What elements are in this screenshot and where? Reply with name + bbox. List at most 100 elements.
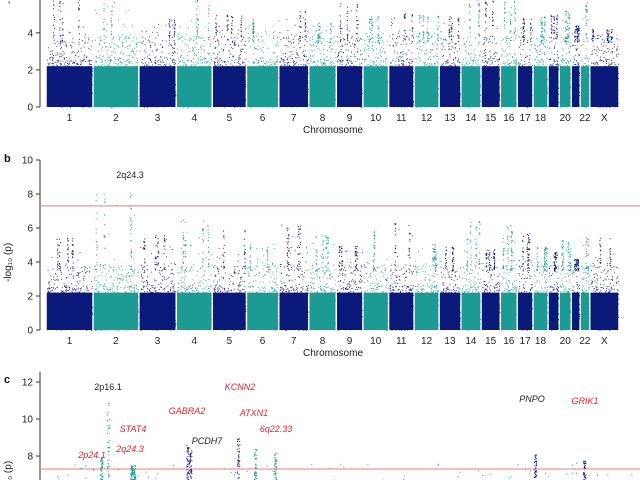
locus-label: PCDH7	[192, 436, 224, 446]
chromosome-points-18	[533, 16, 549, 108]
panel-c: 8 10 12 ₀ (p) 2p16.1 2p24.1 STAT4 2q24.3 GABRA2 P…	[3, 372, 640, 480]
chromosome-points-X	[590, 237, 619, 331]
chromosome-points-8	[309, 235, 337, 331]
chromosome-block-10	[363, 66, 388, 107]
x-tick-label: 12	[421, 113, 433, 124]
chromosome-points-15	[482, 249, 501, 330]
x-tick-label: 15	[485, 113, 497, 124]
x-tick-label: 13	[444, 113, 456, 124]
locus-points-KCNN2	[237, 438, 241, 480]
chromosome-block-18	[533, 292, 548, 330]
chromosome-block-14	[461, 66, 481, 107]
x-tick-label: 3	[155, 113, 161, 124]
chromosome-block-4	[176, 66, 212, 107]
panel-a: 02461234567891011121314151617182022XChro…	[27, 0, 619, 136]
chromosome-points-17	[518, 18, 533, 108]
x-tick-label: 22	[579, 113, 591, 124]
chromosome-points-13	[440, 16, 461, 108]
chromosome-points-3	[139, 19, 177, 108]
chromosome-points-10	[363, 16, 389, 108]
y-tick-label: 8	[27, 190, 33, 201]
locus-label: ATXN1	[239, 408, 268, 418]
x-tick-label: 17	[520, 336, 532, 347]
y-tick-label: 0	[27, 326, 33, 337]
locus-points-GRIK1	[583, 460, 587, 480]
chromosome-block-12	[414, 292, 439, 330]
locus-label: GRIK1	[571, 396, 598, 406]
chromosome-points-7	[279, 11, 309, 108]
y-axis-label: ₀ (p)	[3, 461, 14, 480]
x-tick-label: 4	[191, 113, 197, 124]
chromosome-block-19	[548, 292, 559, 330]
chromosome-points-16	[501, 0, 518, 108]
locus-points-ATXN1	[254, 448, 258, 480]
chromosome-block-12	[414, 66, 439, 107]
locus-points	[100, 402, 587, 480]
x-tick-label: 10	[370, 113, 382, 124]
locus-points-6q22.33	[274, 452, 278, 480]
locus-label: STAT4	[120, 424, 147, 434]
chromosome-block-22	[580, 66, 589, 107]
chromosome-block-15	[481, 292, 500, 330]
y-tick-label: 4	[27, 28, 33, 39]
background-points	[57, 462, 633, 480]
y-tick-label: 8	[27, 452, 33, 463]
x-tick-label: 9	[347, 113, 353, 124]
chromosome-block-19	[548, 66, 559, 107]
x-tick-label: 20	[560, 113, 572, 124]
x-tick-label: 4	[191, 336, 197, 347]
locus-points-2p24.1	[100, 457, 104, 480]
chromosome-points-3	[140, 235, 177, 331]
chromosome-points-17	[518, 233, 533, 331]
x-tick-label: 6	[260, 113, 266, 124]
x-tick-label: 10	[370, 336, 382, 347]
chromosome-points-1	[46, 238, 94, 331]
annotation-label: 2q24.3	[116, 170, 144, 180]
chromosome-block-20	[559, 292, 571, 330]
x-tick-label: X	[601, 113, 608, 124]
chromosome-points-18	[533, 247, 549, 330]
x-tick-label: 14	[465, 113, 477, 124]
chromosome-block-20	[559, 66, 571, 107]
y-axis-label: -log₁₀ (p)	[3, 243, 14, 282]
x-tick-label: 7	[291, 336, 297, 347]
x-tick-label: 22	[579, 336, 591, 347]
y-tick-label: 10	[22, 415, 34, 426]
chromosome-points-20	[560, 10, 572, 108]
panel-label-b: b	[4, 153, 11, 165]
chromosome-points-16	[501, 225, 518, 331]
x-axis-label: Chromosome	[303, 348, 363, 359]
locus-points-GABRA2	[186, 445, 190, 480]
chromosome-points-7	[279, 224, 309, 331]
x-tick-label: 18	[535, 336, 547, 347]
chromosome-block-22	[580, 292, 589, 330]
chromosome-points-11	[389, 13, 415, 108]
chromosome-block-21	[572, 66, 580, 107]
chromosome-block-21	[572, 292, 580, 330]
panel-label-c: c	[4, 374, 10, 386]
locus-label: 6q22.33	[260, 424, 293, 434]
chromosome-block-2	[93, 66, 139, 107]
x-tick-label: 8	[320, 336, 326, 347]
y-tick-label: 12	[22, 378, 34, 389]
x-tick-label: 20	[560, 336, 572, 347]
chromosome-points-21	[572, 258, 581, 331]
x-tick-label: 1	[67, 113, 73, 124]
y-tick-label: 2	[27, 292, 33, 303]
locus-points-2p16.1	[107, 402, 111, 478]
locus-label: 2p16.1	[94, 382, 122, 392]
chromosome-block-9	[337, 66, 363, 107]
x-tick-label: 11	[396, 336, 407, 347]
chromosome-block-11	[389, 292, 414, 330]
chromosome-points-4	[177, 0, 213, 108]
chromosome-block-5	[213, 292, 246, 330]
x-tick-label: 11	[396, 113, 407, 124]
x-tick-label: 15	[485, 336, 497, 347]
chromosome-points-15	[481, 0, 501, 108]
y-tick-label: 0	[27, 103, 33, 114]
chromosome-points-19	[548, 14, 560, 108]
x-tick-label: 14	[465, 336, 477, 347]
x-tick-label: 5	[227, 336, 233, 347]
